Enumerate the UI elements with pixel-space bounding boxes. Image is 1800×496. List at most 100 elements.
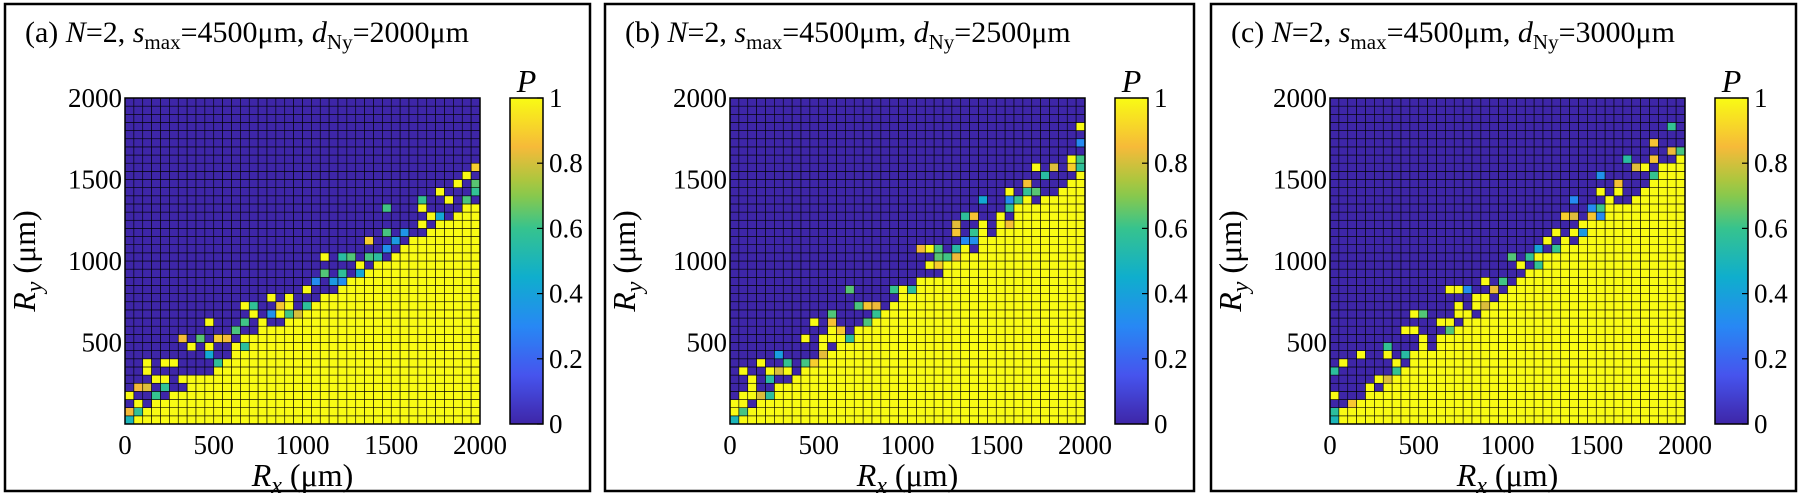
heatmap-cell xyxy=(444,366,454,376)
heatmap-cell xyxy=(1578,342,1588,351)
heatmap-cell xyxy=(978,97,988,107)
heatmap-cell xyxy=(916,293,926,303)
heatmap-cell xyxy=(1533,179,1544,188)
heatmap-cell xyxy=(470,105,481,115)
heatmap-cell xyxy=(1587,122,1597,131)
heatmap-cell xyxy=(1409,382,1420,392)
heatmap-cell xyxy=(293,171,303,180)
heatmap-cell xyxy=(774,252,784,262)
heatmap-cell xyxy=(408,179,419,188)
heatmap-cell xyxy=(862,236,873,246)
heatmap-cell xyxy=(1613,317,1624,327)
heatmap-cell xyxy=(470,374,481,384)
heatmap-cell xyxy=(924,366,935,376)
heatmap-cell xyxy=(1013,162,1024,172)
heatmap-cell xyxy=(1578,301,1588,311)
heatmap-cell xyxy=(231,236,241,246)
heatmap-cell xyxy=(248,138,259,148)
heatmap-cell xyxy=(133,317,144,327)
panel-label: (c) xyxy=(1231,16,1272,49)
heatmap-cell xyxy=(1356,105,1366,115)
heatmap-cell xyxy=(142,317,152,327)
heatmap-cell xyxy=(355,293,365,303)
heatmap-cell xyxy=(800,252,811,262)
heatmap-cell xyxy=(1445,399,1455,408)
heatmap-cell xyxy=(186,236,197,246)
heatmap-cell xyxy=(453,415,463,425)
heatmap-cell xyxy=(248,350,259,360)
heatmap-cell xyxy=(774,415,784,425)
colorbar-tick-label: 0.6 xyxy=(1154,213,1188,243)
heatmap-cell xyxy=(862,195,873,205)
heatmap-cell xyxy=(257,334,268,343)
heatmap-cell xyxy=(426,268,436,278)
heatmap-cell xyxy=(1347,97,1357,107)
heatmap-cell xyxy=(1471,228,1482,237)
heatmap-cell xyxy=(1462,293,1473,303)
heatmap-cell xyxy=(1347,187,1357,197)
heatmap-cell xyxy=(845,342,855,351)
heatmap-cell xyxy=(1489,285,1499,294)
heatmap-cell xyxy=(1058,358,1068,368)
heatmap-cell xyxy=(1058,219,1068,229)
heatmap-cell xyxy=(1382,366,1393,376)
heatmap-cell xyxy=(435,382,445,392)
heatmap-cell xyxy=(951,399,962,408)
heatmap-cell xyxy=(1613,415,1624,425)
heatmap-cell xyxy=(738,236,749,246)
heatmap-cell xyxy=(1595,382,1606,392)
heatmap-cell xyxy=(978,187,988,197)
heatmap-cell xyxy=(1569,358,1579,368)
heatmap-cell xyxy=(426,358,436,368)
heatmap-cell xyxy=(204,366,215,376)
heatmap-cell xyxy=(1480,162,1491,172)
heatmap-cell xyxy=(382,260,392,270)
heatmap-cell xyxy=(1524,399,1535,408)
heatmap-cell xyxy=(1516,203,1526,213)
heatmap-cell xyxy=(248,146,259,156)
heatmap-cell xyxy=(1031,252,1041,262)
heatmap-cell xyxy=(880,407,891,417)
heatmap-cell xyxy=(978,122,988,131)
heatmap-cell xyxy=(177,146,188,156)
heatmap-cell xyxy=(889,342,899,351)
heatmap-cell xyxy=(1066,399,1077,408)
heatmap-cell xyxy=(1595,244,1606,254)
heatmap-cell xyxy=(1391,219,1402,229)
heatmap-cell xyxy=(765,122,775,131)
heatmap-cell xyxy=(426,122,436,131)
heatmap-cell xyxy=(231,268,241,278)
heatmap-cell xyxy=(1400,138,1411,148)
heatmap-cell xyxy=(1374,285,1384,294)
heatmap-cell xyxy=(240,171,250,180)
heatmap-cell xyxy=(1391,195,1402,205)
heatmap-cell xyxy=(845,309,855,319)
heatmap-cell xyxy=(774,105,784,115)
heatmap-cell xyxy=(1058,268,1068,278)
heatmap-cell xyxy=(987,407,997,417)
heatmap-cell xyxy=(1587,138,1597,148)
heatmap-cell xyxy=(1578,399,1588,408)
heatmap-cell xyxy=(1022,407,1033,417)
heatmap-cell xyxy=(738,162,749,172)
heatmap-cell xyxy=(213,187,223,197)
heatmap-cell xyxy=(1675,211,1686,221)
heatmap-cell xyxy=(346,407,357,417)
heatmap-cell xyxy=(1524,382,1535,392)
heatmap-cell xyxy=(302,130,312,140)
heatmap-cell xyxy=(800,244,811,254)
heatmap-cell xyxy=(311,114,321,123)
heatmap-cell xyxy=(827,309,837,319)
heatmap-cell xyxy=(738,244,749,254)
heatmap-cell xyxy=(747,301,757,311)
heatmap-cell xyxy=(160,244,170,254)
heatmap-cell xyxy=(880,162,891,172)
heatmap-cell xyxy=(461,105,472,115)
heatmap-cell xyxy=(124,276,135,286)
heatmap-cell xyxy=(1595,228,1606,237)
heatmap-cell xyxy=(1391,171,1402,180)
heatmap-cell xyxy=(222,203,232,213)
heatmap-cell xyxy=(1578,325,1588,335)
heatmap-cell xyxy=(1347,179,1357,188)
heatmap-cell xyxy=(1436,301,1446,311)
